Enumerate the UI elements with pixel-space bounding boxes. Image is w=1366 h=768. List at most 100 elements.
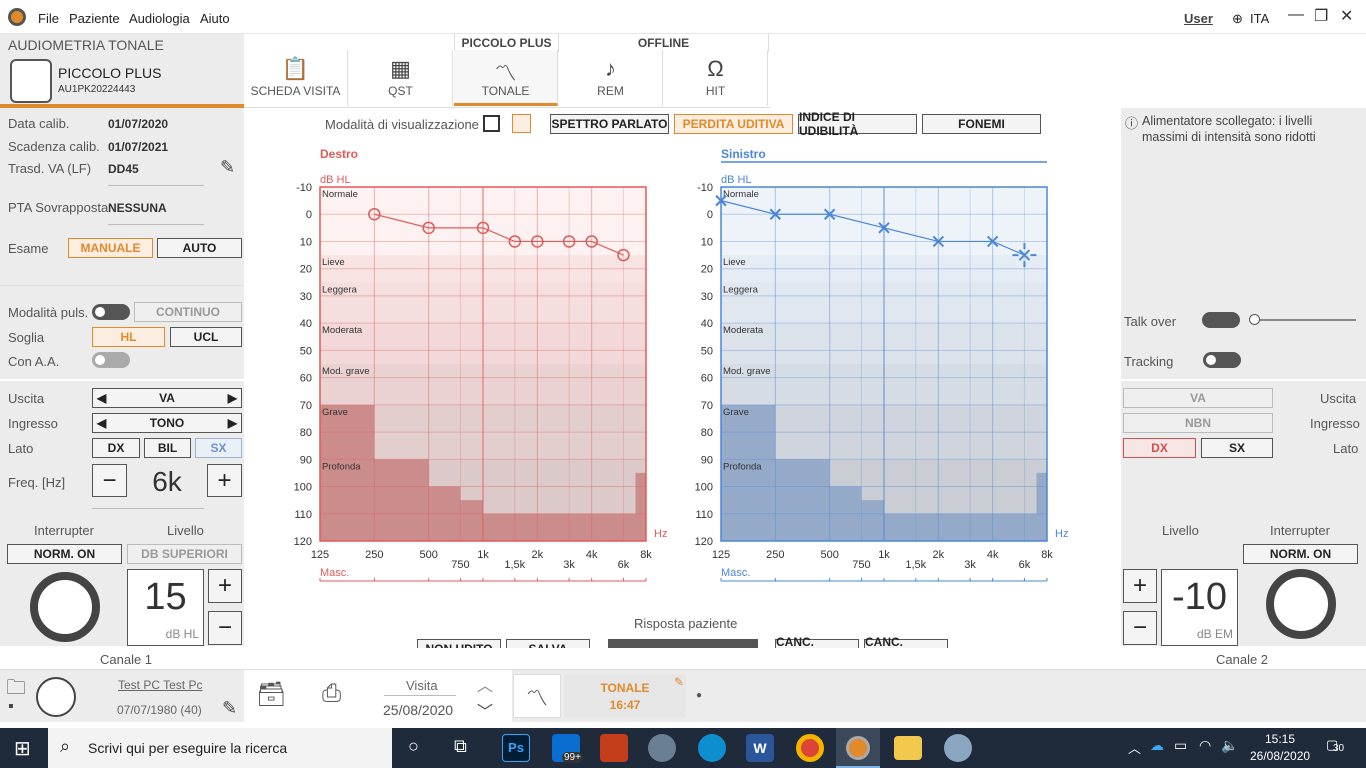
tab-label: REM: [597, 84, 624, 98]
maximize-icon[interactable]: ❐: [1314, 8, 1329, 25]
active-app[interactable]: [836, 728, 880, 768]
chrome-icon[interactable]: [796, 734, 824, 762]
db-superiori-button[interactable]: DB SUPERIORI: [127, 544, 242, 564]
band-label: Lieve: [723, 257, 746, 268]
minimize-icon[interactable]: —: [1288, 6, 1304, 23]
level-minus-button[interactable]: −: [208, 611, 242, 645]
word-icon[interactable]: W: [746, 734, 774, 762]
menu-file[interactable]: File: [38, 11, 59, 26]
cortana-icon[interactable]: ○: [408, 736, 419, 756]
loss-profile: [320, 404, 646, 541]
save-icon[interactable]: ▪: [8, 698, 14, 715]
spettro-parlato-button[interactable]: SPETTRO PARLATO: [550, 114, 669, 134]
tray-chevron-icon[interactable]: ︿: [1128, 741, 1142, 756]
hearing-aid-icon: Ω: [707, 56, 724, 81]
user-link[interactable]: User: [1184, 11, 1213, 26]
slider-handle[interactable]: [1249, 314, 1260, 325]
edit-pencil-icon[interactable]: ✎: [220, 157, 236, 177]
conaa-toggle[interactable]: [92, 352, 130, 368]
paint-icon[interactable]: [944, 734, 972, 762]
level-plus-button[interactable]: +: [208, 569, 242, 603]
menu-aiuto[interactable]: Aiuto: [200, 11, 230, 26]
menu-audiologia[interactable]: Audiologia: [129, 11, 190, 26]
talkover-toggle[interactable]: [1202, 312, 1240, 328]
edit-patient-icon[interactable]: ✎: [222, 698, 238, 718]
single-view-icon[interactable]: [483, 115, 500, 132]
tab-qst[interactable]: ▦ QST: [349, 50, 453, 106]
language-selector[interactable]: ITA: [1250, 11, 1270, 26]
printer-icon[interactable]: ⎙: [322, 680, 342, 707]
level-right-minus-button[interactable]: −: [1123, 611, 1157, 645]
onedrive-icon[interactable]: ☁: [1150, 737, 1164, 753]
notification-icon[interactable]: ▢: [1326, 737, 1339, 752]
freq-minus-button[interactable]: −: [92, 464, 127, 497]
overlay-view-icon[interactable]: [512, 114, 531, 133]
clock-date[interactable]: 26/08/2020: [1250, 749, 1311, 763]
interrupter-knob[interactable]: [30, 572, 100, 642]
arrow-right-icon[interactable]: ▶: [227, 416, 237, 430]
wifi-icon[interactable]: ◠: [1199, 737, 1212, 753]
patient-name[interactable]: Test PC Test Pc: [118, 678, 203, 692]
continuo-button[interactable]: CONTINUO: [134, 302, 242, 322]
arrow-right-icon[interactable]: ▶: [227, 391, 237, 405]
x-tick-label: 1k: [878, 549, 890, 561]
level-right-plus-button[interactable]: +: [1123, 569, 1157, 603]
tab-rem[interactable]: ♪ REM: [559, 50, 663, 106]
audiogram-thumb-icon[interactable]: 〽: [513, 674, 561, 718]
close-icon[interactable]: ✕: [1340, 8, 1354, 25]
dx-button[interactable]: DX: [92, 438, 140, 458]
tab-tonale[interactable]: 〽 TONALE: [454, 50, 558, 106]
fonemi-button[interactable]: FONEMI: [922, 114, 1041, 134]
archive-icon[interactable]: 🗃: [256, 681, 287, 708]
edit-test-icon[interactable]: ✎: [673, 675, 684, 689]
arrow-left-icon[interactable]: ◀: [97, 416, 107, 430]
norm-on-right-button[interactable]: NORM. ON: [1243, 544, 1358, 564]
hl-button[interactable]: HL: [92, 327, 165, 347]
explorer-icon[interactable]: [894, 736, 922, 760]
arrow-left-icon[interactable]: ◀: [97, 391, 107, 405]
chevron-up-icon[interactable]: ︿: [477, 678, 494, 695]
tab-hit[interactable]: Ω HIT: [664, 50, 768, 106]
menu-paziente[interactable]: Paziente: [69, 11, 120, 26]
volume-icon[interactable]: 🔈: [1221, 737, 1239, 753]
indice-udibilita-button[interactable]: INDICE DI UDIBILITÀ: [798, 110, 917, 138]
page-dot: ●: [696, 690, 703, 701]
uscita-right-value[interactable]: VA: [1123, 388, 1273, 408]
sx-button[interactable]: SX: [195, 438, 242, 458]
ingresso-right-value[interactable]: NBN: [1123, 413, 1273, 433]
modpuls-toggle[interactable]: [92, 304, 130, 320]
edge-icon[interactable]: [698, 734, 726, 762]
talkover-slider[interactable]: [1254, 319, 1356, 321]
tab-scheda-visita[interactable]: 📋 SCHEDA VISITA: [244, 50, 348, 106]
battery-icon[interactable]: ▭: [1174, 737, 1188, 753]
chevron-down-icon[interactable]: ﹀: [477, 704, 494, 721]
sx-right-button[interactable]: SX: [1201, 438, 1273, 458]
task-view-icon[interactable]: ⧉: [454, 736, 467, 756]
auto-button[interactable]: AUTO: [157, 238, 242, 258]
globe-icon[interactable]: ⊕: [1232, 11, 1243, 26]
app-icon[interactable]: [648, 734, 676, 762]
test-card[interactable]: TONALE 16:47 ✎: [564, 674, 686, 718]
windows-start-icon[interactable]: ⊞: [14, 738, 31, 760]
audiogram-left[interactable]: Normale Lieve Leggera Moderata Mod. grave Gra…: [681, 140, 1101, 590]
audiogram-right[interactable]: Normale Lieve Leggera Moderata Mod. grave Gra…: [280, 140, 700, 590]
photoshop-icon[interactable]: Ps: [502, 734, 530, 762]
x-tick-label: 250: [365, 549, 383, 561]
folder-open-icon[interactable]: 🗀: [6, 677, 26, 699]
ucl-button[interactable]: UCL: [170, 327, 242, 347]
tracking-toggle[interactable]: [1203, 352, 1241, 368]
clock-time[interactable]: 15:15: [1265, 732, 1296, 746]
uscita-selector[interactable]: ◀ VA ▶: [92, 388, 242, 408]
manuale-button[interactable]: MANUALE: [68, 238, 153, 258]
norm-on-button[interactable]: NORM. ON: [7, 544, 122, 564]
freq-plus-button[interactable]: +: [207, 464, 242, 497]
ingresso-selector[interactable]: ◀ TONO ▶: [92, 413, 242, 433]
interrupter-right-knob[interactable]: [1266, 569, 1336, 639]
perdita-uditiva-button[interactable]: PERDITA UDITIVA: [674, 114, 793, 134]
taskbar-search[interactable]: ⌕ Scrivi qui per eseguire la ricerca: [48, 728, 392, 768]
y-tick-label: 0: [306, 209, 312, 221]
bil-button[interactable]: BIL: [144, 438, 191, 458]
office-icon[interactable]: [600, 734, 628, 762]
x-tick-label: 4k: [987, 549, 999, 561]
dx-right-button[interactable]: DX: [1123, 438, 1196, 458]
